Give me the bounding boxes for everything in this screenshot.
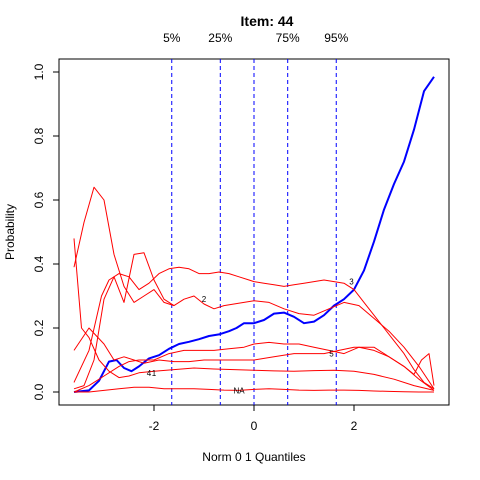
y-tick-label: 0.0 xyxy=(32,383,46,400)
series-labels: 3 2 14 5 NA xyxy=(147,278,355,396)
x-axis: -2 0 2 xyxy=(149,405,358,433)
x-tick-label: -2 xyxy=(149,419,160,433)
x-axis-label: Norm 0 1 Quantiles xyxy=(202,450,305,464)
series-line xyxy=(74,386,434,393)
quantile-label: 75% xyxy=(276,31,300,45)
x-tick-label: 0 xyxy=(251,419,258,433)
series-line xyxy=(73,76,435,393)
series-label: 2 xyxy=(202,295,207,304)
y-tick-label: 0.6 xyxy=(32,191,46,208)
x-tick-label: 2 xyxy=(351,419,358,433)
y-tick-label: 0.2 xyxy=(32,319,46,336)
y-axis: 0.0 0.2 0.4 0.6 0.8 1.0 xyxy=(32,63,59,400)
quantile-labels: 5% 25% 75% 95% xyxy=(163,31,349,45)
series-label: 5 xyxy=(329,350,334,359)
series-label: 1 xyxy=(152,369,157,378)
series-line xyxy=(73,186,435,390)
quantile-label: 25% xyxy=(208,31,232,45)
series-label: NA xyxy=(233,386,245,395)
quantile-label: 5% xyxy=(163,31,181,45)
y-axis-label: Probability xyxy=(3,204,17,260)
series-line xyxy=(73,238,435,391)
series-line xyxy=(73,266,435,390)
series-lines xyxy=(73,76,435,393)
y-tick-label: 0.4 xyxy=(32,255,46,272)
series-line xyxy=(73,341,435,393)
chart-title: Item: 44 xyxy=(241,13,294,29)
y-tick-label: 0.8 xyxy=(32,127,46,144)
series-line xyxy=(73,252,175,390)
y-tick-label: 1.0 xyxy=(32,63,46,80)
series-label: 3 xyxy=(349,278,354,287)
series-label: 4 xyxy=(147,369,152,378)
quantile-label: 95% xyxy=(324,31,348,45)
